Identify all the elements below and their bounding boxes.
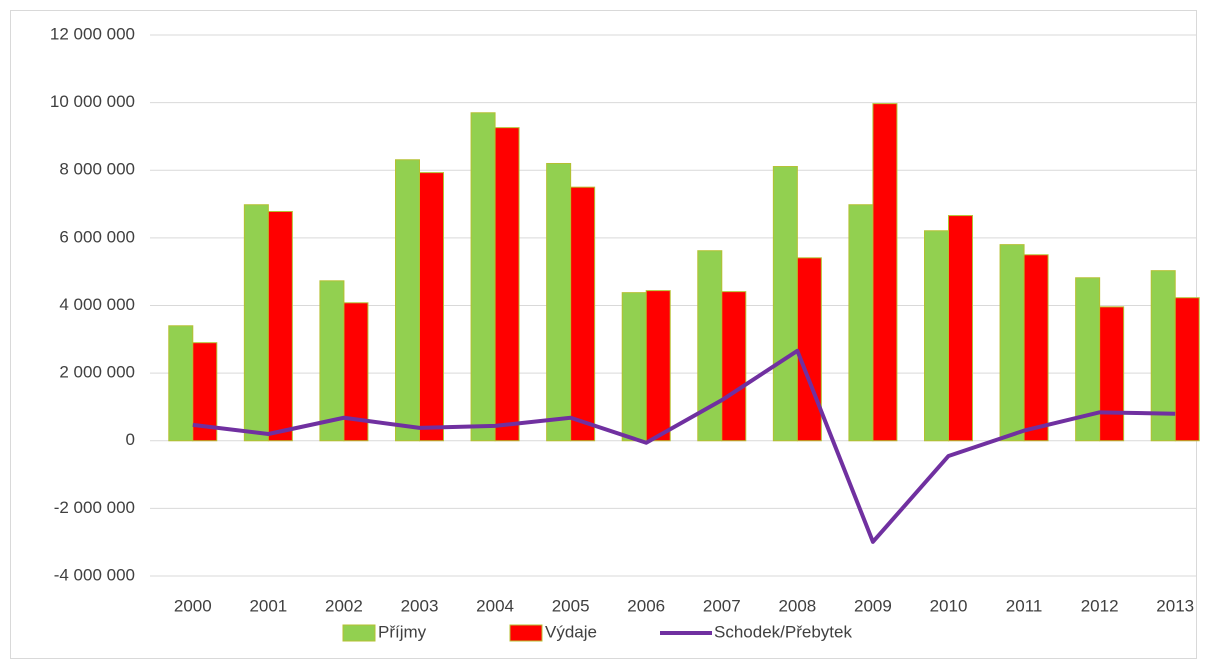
bar [470,112,496,442]
bar [419,172,444,442]
x-tick-label: 2001 [249,596,287,615]
y-tick-label: 0 [126,430,135,449]
y-tick-label: 10 000 000 [50,92,135,111]
bar [267,211,293,442]
legend-swatch [509,624,543,642]
y-tick-label: 6 000 000 [59,227,135,246]
bar [999,244,1025,442]
bar [872,103,898,442]
x-tick-label: 2006 [627,596,665,615]
x-tick-label: 2004 [476,596,514,615]
chart-border [10,10,1197,659]
x-tick-label: 2009 [854,596,892,615]
x-tick-label: 2003 [401,596,439,615]
legend-label: Příjmy [378,622,427,641]
x-tick-label: 2008 [778,596,816,615]
legend-label: Výdaje [545,622,597,641]
y-tick-label: -2 000 000 [54,498,135,517]
bar [796,257,822,442]
bar [168,325,194,442]
x-tick-label: 2007 [703,596,741,615]
bar [570,186,596,442]
x-tick-label: 2010 [930,596,968,615]
bar [1174,297,1200,442]
y-tick-label: 8 000 000 [59,160,135,179]
x-tick-label: 2000 [174,596,212,615]
bar [621,292,647,442]
y-tick-label: 12 000 000 [50,24,135,43]
line-series [192,348,1176,544]
bar [721,291,747,442]
bar [243,204,269,442]
bar [645,290,671,442]
bar [494,127,520,442]
y-tick-label: 2 000 000 [59,363,135,382]
y-tick-label: 4 000 000 [59,295,135,314]
bar [546,162,572,442]
bar [924,230,949,442]
bar [848,204,874,442]
bar [772,166,798,442]
x-tick-label: 2012 [1081,596,1119,615]
bar [948,215,973,442]
x-tick-label: 2002 [325,596,363,615]
x-tick-label: 2011 [1006,596,1043,615]
x-tick-label: 2013 [1156,596,1194,615]
legend-swatch [342,624,376,642]
bar [319,280,345,442]
bar [395,159,420,442]
y-tick-label: -4 000 000 [54,565,135,584]
x-tick-label: 2005 [552,596,590,615]
bar [1099,306,1125,442]
legend-label: Schodek/Přebytek [714,622,852,641]
bar [1023,254,1049,442]
